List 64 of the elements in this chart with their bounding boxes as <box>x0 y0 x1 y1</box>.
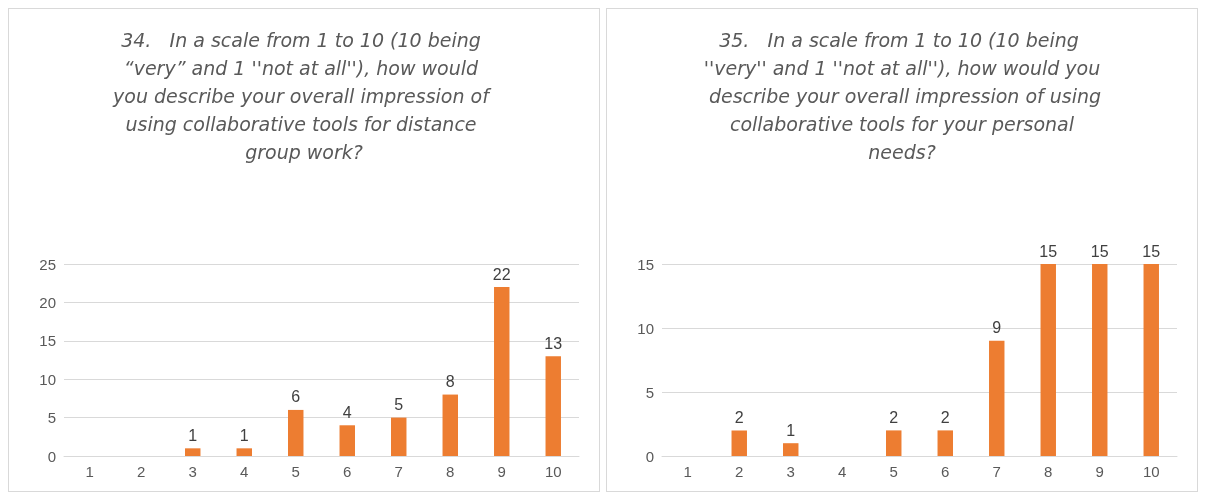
bar <box>783 443 799 456</box>
data-label: 2 <box>889 408 899 426</box>
data-label: 4 <box>342 403 352 421</box>
bar <box>236 448 252 456</box>
x-tick-label: 4 <box>838 463 847 480</box>
y-tick-label: 0 <box>645 447 654 465</box>
x-tick-label: 10 <box>1142 463 1160 480</box>
data-label: 2 <box>734 408 744 426</box>
y-tick-label: 10 <box>637 319 654 337</box>
bar <box>545 356 561 456</box>
data-label: 15 <box>1142 242 1161 260</box>
x-tick-label: 8 <box>1044 463 1053 480</box>
y-tick-label: 0 <box>47 447 56 465</box>
chart-title: 34. In a scale from 1 to 10 (10 being “very” and 1 ''not at all''), how would you describe your overall impression of using collaborative tools for distance group work? <box>112 29 495 163</box>
data-label: 8 <box>445 373 455 391</box>
x-tick-label: 7 <box>394 463 403 480</box>
x-tick-label: 6 <box>941 463 950 480</box>
x-tick-label: 3 <box>188 463 197 480</box>
bar <box>989 340 1005 456</box>
bar <box>288 409 304 456</box>
bar <box>442 394 458 456</box>
y-tick-label: 15 <box>39 332 56 350</box>
x-tick-label: 8 <box>446 463 455 480</box>
data-label: 13 <box>544 334 563 352</box>
bar <box>731 430 747 456</box>
x-tick-label: 9 <box>497 463 506 480</box>
y-tick-label: 20 <box>39 293 56 311</box>
y-tick-label: 25 <box>39 255 56 273</box>
bar <box>937 430 953 456</box>
x-tick-label: 5 <box>889 463 898 480</box>
data-label: 2 <box>940 408 950 426</box>
x-tick-label: 9 <box>1095 463 1104 480</box>
x-tick-label: 1 <box>85 463 94 480</box>
y-tick-label: 5 <box>645 383 654 401</box>
data-label: 15 <box>1039 242 1058 260</box>
data-label: 15 <box>1090 242 1109 260</box>
bar <box>339 425 355 456</box>
chart-title: 35. In a scale from 1 to 10 (10 being ''very'' and 1 ''not at all''), how would you describe your overall impression of using collaborative tools for your personal needs? <box>702 29 1102 163</box>
x-tick-label: 2 <box>735 463 744 480</box>
x-tick-label: 7 <box>992 463 1001 480</box>
data-label: 6 <box>291 388 301 406</box>
bar <box>185 448 201 456</box>
y-tick-label: 15 <box>637 255 654 273</box>
x-tick-label: 4 <box>240 463 249 480</box>
bar <box>1143 264 1159 456</box>
data-label: 9 <box>992 319 1002 337</box>
bar <box>1040 264 1056 456</box>
x-tick-label: 3 <box>786 463 795 480</box>
bar <box>494 287 510 456</box>
x-tick-label: 1 <box>683 463 692 480</box>
x-tick-label: 2 <box>137 463 146 480</box>
y-tick-label: 10 <box>39 370 56 388</box>
x-tick-label: 10 <box>544 463 562 480</box>
x-tick-label: 6 <box>343 463 352 480</box>
x-tick-label: 5 <box>291 463 300 480</box>
data-label: 1 <box>786 421 796 439</box>
data-label: 1 <box>239 426 249 444</box>
data-label: 1 <box>188 426 198 444</box>
data-label: 5 <box>394 396 404 414</box>
bar <box>1092 264 1108 456</box>
bar <box>391 417 407 456</box>
bar <box>886 430 902 456</box>
y-tick-label: 5 <box>47 409 56 427</box>
data-label: 22 <box>492 265 511 283</box>
